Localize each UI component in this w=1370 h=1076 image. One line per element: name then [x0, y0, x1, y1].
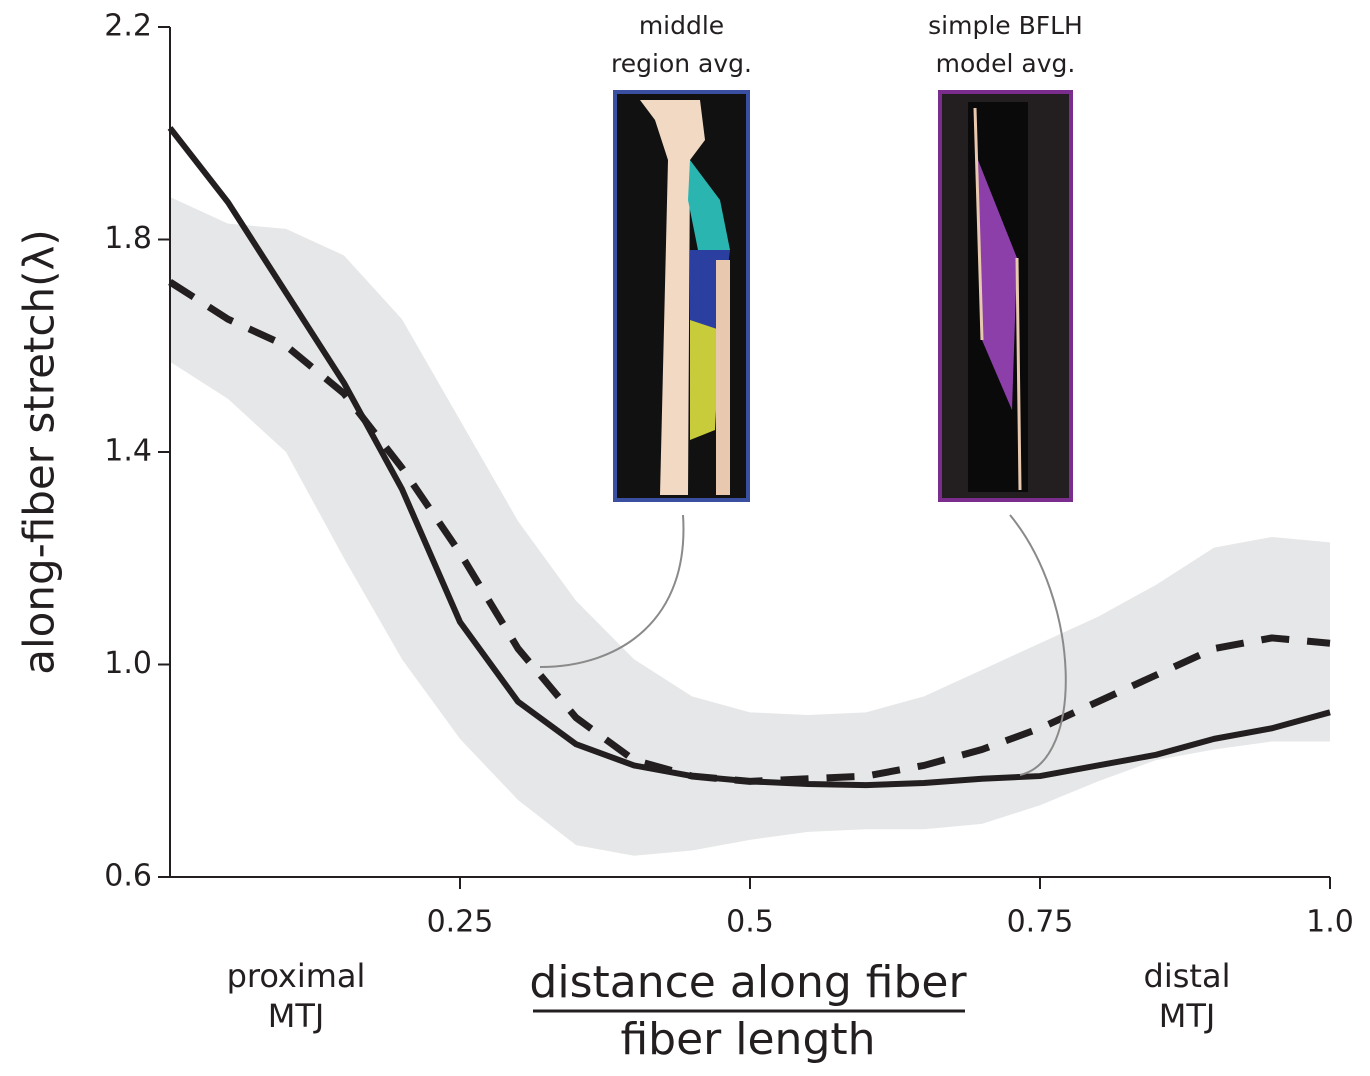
- muscle-top: [688, 160, 730, 260]
- muscle-low: [690, 320, 720, 440]
- x-axis-label-denominator: fiber length: [620, 1014, 875, 1065]
- confidence-band: [170, 197, 1330, 856]
- connector: [539, 514, 685, 668]
- model-muscle: [978, 160, 1017, 410]
- y-tick-label: 0.6: [104, 859, 152, 894]
- region-label: MTJ: [268, 997, 325, 1035]
- y-tick-label: 1.0: [104, 646, 152, 681]
- x-tick-label: 1.0: [1306, 905, 1354, 940]
- x-axis-label: distance along fiber: [529, 957, 967, 1008]
- tendon: [716, 260, 730, 495]
- inset-label: simple BFLH: [928, 11, 1083, 40]
- y-axis-label: along-fiber stretch(λ): [15, 229, 64, 674]
- region-label: distal: [1144, 957, 1231, 995]
- inset-label: model avg.: [936, 49, 1076, 78]
- region-label: MTJ: [1159, 997, 1216, 1035]
- x-tick-label: 0.5: [726, 905, 774, 940]
- region-label: proximal: [227, 957, 366, 995]
- inset-label: region avg.: [611, 49, 752, 78]
- connector: [1009, 514, 1067, 776]
- x-tick-label: 0.25: [427, 905, 494, 940]
- y-tick-label: 2.2: [104, 9, 152, 44]
- model-tendon: [973, 107, 1022, 491]
- x-tick-label: 0.75: [1007, 905, 1074, 940]
- y-tick-label: 1.4: [104, 434, 152, 469]
- inset-label: middle: [639, 11, 724, 40]
- series-line: [168, 279, 1331, 785]
- y-tick-label: 1.8: [104, 221, 152, 256]
